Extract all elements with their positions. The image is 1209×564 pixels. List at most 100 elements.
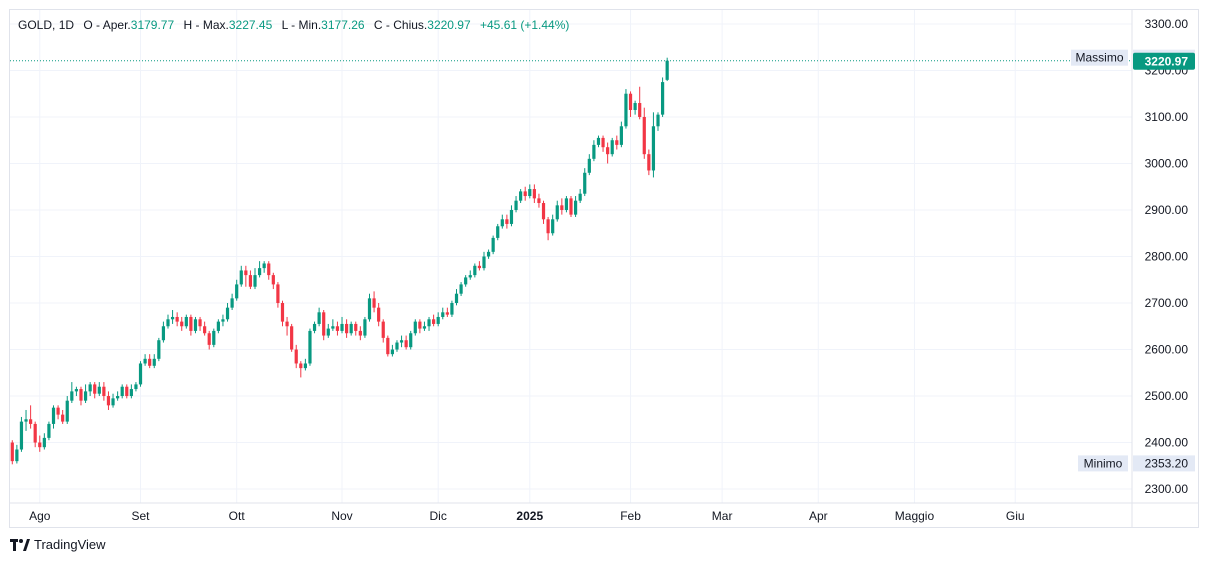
candle [29,405,33,429]
candle-body [491,237,495,252]
candle [10,440,14,465]
candle-body [239,270,243,285]
high-label: H [183,18,193,32]
candle-body [537,198,541,204]
candle [326,323,330,338]
candle-body [395,342,399,350]
candle-body [51,407,56,424]
candle-body [189,316,193,331]
last-price-badge-bg [1133,52,1195,70]
candle-body [47,423,51,438]
price-tick-label: 3100.00 [1145,110,1189,124]
candle-body [432,319,436,324]
candle-body [450,303,454,315]
candle [519,189,523,204]
candle [111,393,115,408]
change-value: +45.61 (+1.44%) [480,18,570,32]
open-key: Aper. [102,18,131,32]
price-tick-label: 2500.00 [1145,389,1189,403]
candle [47,421,51,441]
candle [271,272,275,290]
candle-body [248,275,253,287]
candle [262,261,266,273]
candle-body [294,349,298,364]
candle [555,200,559,222]
candle-body [578,193,582,201]
candle-body [33,423,37,443]
candle-body [93,384,97,394]
time-axis[interactable]: Ago Set Ott Nov Dic 2025 Feb Mar Apr Maggio Giu [29,509,1024,523]
candle-body [468,275,472,278]
candle [175,312,179,327]
close-label: C [373,18,383,32]
candle [464,275,468,287]
candle [317,307,321,327]
candle [244,265,248,287]
candle [42,433,46,450]
candle-body [427,319,431,327]
brand-name: TradingView [34,537,106,552]
candle [230,293,234,310]
low-key: Min. [298,18,322,32]
candle-body [161,326,166,341]
candle [390,344,394,357]
candle [120,384,124,399]
candle-body [390,349,394,355]
candle [377,303,381,327]
candle-body [528,189,532,197]
candle [409,330,413,350]
candle [322,309,326,341]
candle [349,321,353,336]
candle [628,91,633,117]
candle [395,340,399,352]
candle [61,409,65,424]
candle [564,196,569,213]
candle-body [482,256,486,269]
candle [363,316,367,338]
candle-body [386,337,390,355]
candle [290,323,294,352]
candle-body [303,363,307,369]
time-tick-label: Set [132,509,151,523]
candle-body [514,200,518,210]
tradingview-logo-icon [10,538,30,551]
candle [299,361,303,378]
candle [441,307,445,320]
candle [74,386,79,397]
candle [331,319,335,331]
candle-body [354,323,358,331]
candle [468,270,472,280]
candle [537,193,541,208]
candle-body [111,398,115,406]
candle [587,154,591,176]
candle [225,303,230,322]
candle-body [148,358,152,366]
candle [399,335,404,348]
candle [450,300,454,317]
candle-body [532,189,536,199]
candle-body [221,319,225,322]
candle [619,121,623,148]
candle [665,57,669,82]
chart-frame[interactable] [9,9,1199,528]
candle [482,251,486,271]
candle-body [615,140,619,145]
candle-body [106,396,111,406]
candle [638,86,642,120]
candle-body [418,321,422,329]
price-axis[interactable]: 2300.00 2400.00 2500.00 2600.00 2700.00 2800.… [1145,17,1189,496]
candle [51,405,56,429]
candle-body [143,358,147,364]
price-tick-label: 3300.00 [1145,17,1189,31]
candle [276,282,280,308]
candle [606,142,610,164]
candle-body [317,312,321,324]
candle-body [102,386,106,397]
candle-body [129,389,133,397]
candle-body [564,198,569,210]
candle-body [377,307,381,322]
candle-body [15,449,19,462]
time-tick-label: Apr [809,509,828,523]
tradingview-logo[interactable]: TradingView [10,537,106,552]
